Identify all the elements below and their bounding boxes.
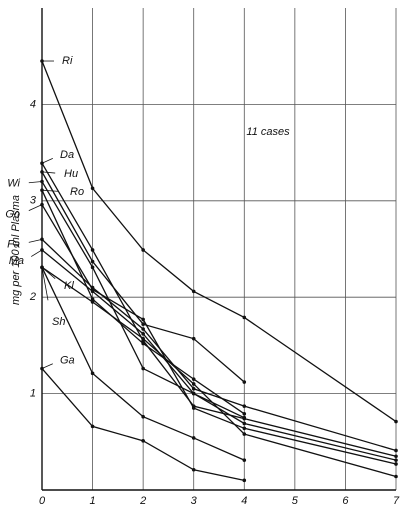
data-point xyxy=(242,380,247,384)
data-point xyxy=(191,467,196,472)
data-point xyxy=(242,458,247,462)
series-line xyxy=(41,238,397,452)
series-label: Sh xyxy=(52,316,65,328)
y-tick-label: 1 xyxy=(30,388,36,400)
data-point xyxy=(242,432,247,436)
data-point xyxy=(191,382,196,386)
data-point xyxy=(90,259,95,264)
data-point xyxy=(90,285,95,290)
x-tick-label: 3 xyxy=(191,495,198,507)
data-point xyxy=(141,336,145,341)
y-tick-label: 2 xyxy=(29,291,36,303)
series-label: Go xyxy=(5,209,20,221)
data-point xyxy=(242,478,247,483)
data-point xyxy=(394,462,398,466)
data-point xyxy=(394,458,398,462)
data-point xyxy=(141,332,145,336)
leader-line xyxy=(41,189,59,192)
data-point xyxy=(394,419,398,424)
series-label: Fa xyxy=(7,238,20,250)
data-point xyxy=(90,289,95,294)
data-point xyxy=(242,415,247,420)
series-label: Hu xyxy=(64,168,78,180)
x-tick-label: 7 xyxy=(393,495,400,507)
data-point xyxy=(90,265,95,270)
data-point xyxy=(90,371,95,376)
data-point xyxy=(394,474,398,479)
data-point xyxy=(191,336,196,341)
y-axis-label: mg per 100 ml Plasma xyxy=(10,195,22,305)
leader-line xyxy=(41,171,56,174)
series-label: Ma xyxy=(9,255,24,267)
series-line xyxy=(41,266,397,478)
data-point xyxy=(191,289,196,294)
data-point xyxy=(90,424,95,429)
data-point xyxy=(141,322,145,326)
series-line xyxy=(41,181,397,461)
leader-line xyxy=(41,267,56,280)
x-tick-label: 0 xyxy=(39,495,46,507)
data-point xyxy=(242,421,247,426)
x-tick-label: 6 xyxy=(342,495,349,507)
series-label: Ri xyxy=(62,55,73,67)
leader-line xyxy=(30,249,43,257)
leader-line xyxy=(41,363,53,369)
data-point xyxy=(191,391,196,396)
data-point xyxy=(191,377,196,381)
series-line xyxy=(41,60,397,423)
series-label: Da xyxy=(60,149,74,161)
leader-line xyxy=(28,238,43,243)
data-point xyxy=(141,341,145,346)
data-point xyxy=(90,300,95,304)
data-point xyxy=(242,412,247,416)
y-tick-label: 3 xyxy=(30,195,37,207)
data-point xyxy=(242,315,247,320)
annotation: 11 cases xyxy=(246,126,290,138)
data-point xyxy=(191,436,196,440)
series-label: Ga xyxy=(60,354,75,366)
x-tick-label: 4 xyxy=(241,495,247,507)
series-label: Kl xyxy=(64,280,74,292)
leader-line xyxy=(41,158,53,164)
data-point xyxy=(242,404,247,408)
data-point xyxy=(141,366,145,371)
data-point xyxy=(141,439,145,443)
series-label: Ro xyxy=(70,186,84,198)
data-point xyxy=(141,414,145,419)
data-point xyxy=(90,297,95,301)
leader-line xyxy=(28,181,43,184)
leader-line xyxy=(41,267,49,301)
data-point xyxy=(141,317,145,322)
data-point xyxy=(394,448,398,453)
data-point xyxy=(90,248,95,252)
data-point xyxy=(90,186,95,191)
x-tick-label: 1 xyxy=(90,495,96,507)
series-line xyxy=(41,204,397,465)
data-point xyxy=(394,454,398,459)
series-label: Wi xyxy=(7,177,20,189)
data-point xyxy=(141,327,145,331)
data-point xyxy=(191,406,196,410)
data-point xyxy=(242,426,247,431)
series-line xyxy=(41,162,397,457)
x-tick-label: 5 xyxy=(292,495,299,507)
x-tick-label: 2 xyxy=(139,495,146,507)
y-tick-label: 4 xyxy=(30,98,36,110)
data-point xyxy=(191,386,196,391)
leader-line xyxy=(28,204,43,212)
data-point xyxy=(141,248,145,252)
